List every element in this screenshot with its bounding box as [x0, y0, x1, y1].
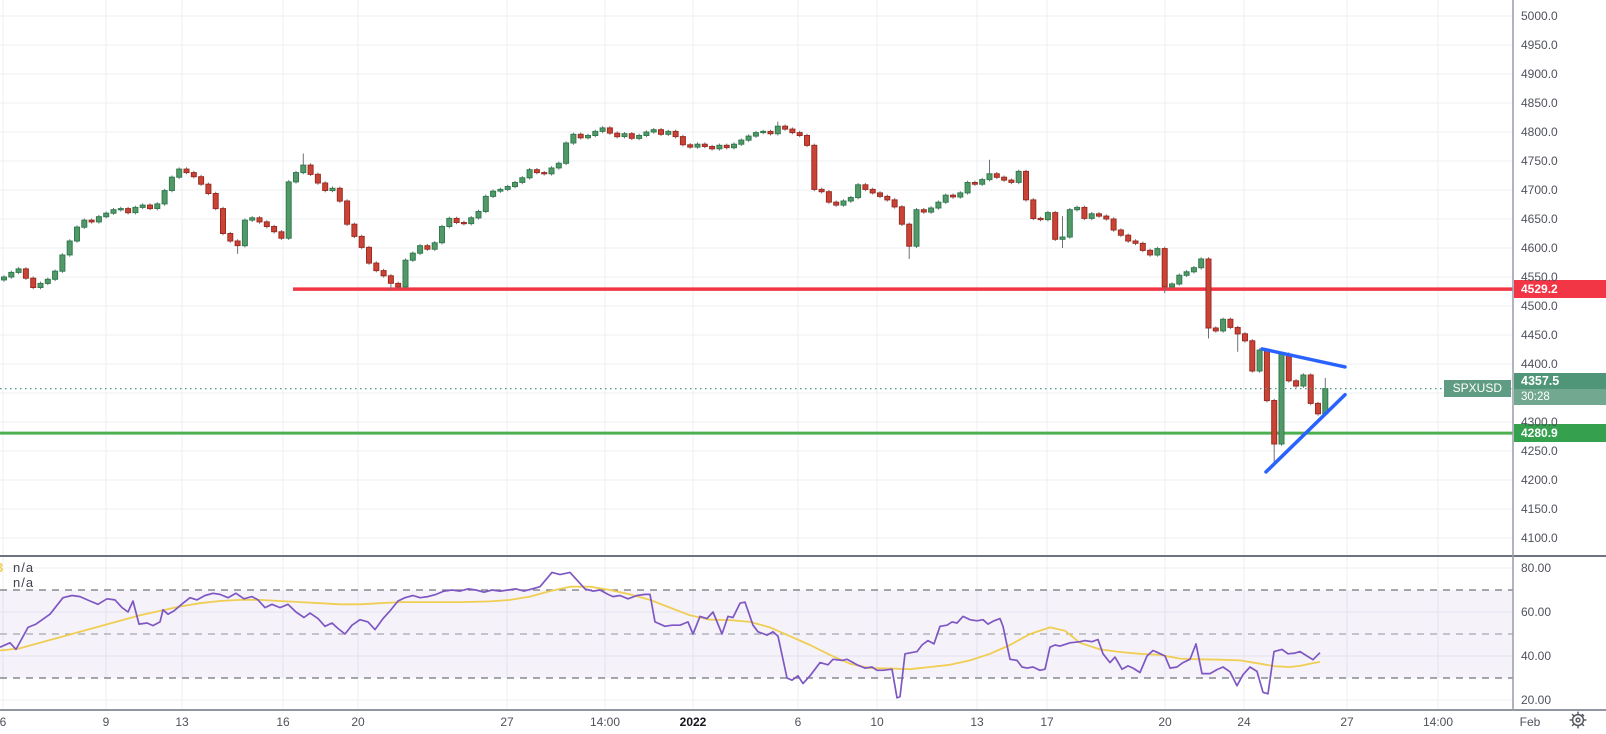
rsi-tick-label: 80.00	[1521, 561, 1552, 575]
axis-settings-button[interactable]	[1565, 709, 1591, 731]
price-tick-label: 4800.0	[1521, 125, 1558, 139]
rsi-legend-clipped-value: 3	[0, 560, 6, 575]
price-tick-label: 4750.0	[1521, 154, 1558, 168]
price-tick-label: 4500.0	[1521, 299, 1558, 313]
candlestick-series	[1, 121, 1329, 464]
price-tick-label: 4900.0	[1521, 67, 1558, 81]
price-tick-label: 4850.0	[1521, 96, 1558, 110]
price-tick-label: 4950.0	[1521, 38, 1558, 52]
time-tick-label: 13	[970, 715, 984, 729]
time-tick-label: Feb	[1519, 715, 1541, 729]
time-tick-label: 10	[870, 715, 884, 729]
time-tick-label: 27	[500, 715, 514, 729]
time-tick-label: 6	[794, 715, 802, 729]
time-tick-label: 14:00	[589, 715, 621, 729]
time-tick-label: 20	[1158, 715, 1172, 729]
time-axis[interactable]: 6 9 13 16 20 27 14:00 2022 6 10 13 17 20 24 27 14:00 Feb	[0, 711, 1606, 734]
time-tick-label: 2022	[679, 715, 707, 729]
symbol-price-flag: SPXUSD	[1443, 380, 1511, 398]
time-tick-label: 14:00	[1422, 715, 1454, 729]
time-tick-label: 6	[0, 715, 7, 729]
time-tick-label: 9	[102, 715, 110, 729]
price-tick-label: 4100.0	[1521, 531, 1558, 545]
trendline[interactable]	[1264, 392, 1347, 474]
price-tick-label: 4450.0	[1521, 328, 1558, 342]
price-tick-label: 4600.0	[1521, 241, 1558, 255]
price-tick-label: 4250.0	[1521, 444, 1558, 458]
time-tick-label: 13	[175, 715, 189, 729]
time-tick-label: 16	[276, 715, 290, 729]
current-price-badge: 4357.5 30:28	[1514, 372, 1606, 405]
rsi-tick-label: 20.00	[1521, 693, 1552, 707]
price-tick-label: 4200.0	[1521, 473, 1558, 487]
price-tick-label: 4550.0	[1521, 270, 1558, 284]
support-level-badge: 4280.9	[1514, 424, 1606, 443]
time-tick-label: 17	[1040, 715, 1054, 729]
price-tick-label: 5000.0	[1521, 9, 1558, 23]
rsi-line	[0, 571, 1321, 699]
time-tick-label: 24	[1237, 715, 1251, 729]
price-tick-label: 4650.0	[1521, 212, 1558, 226]
price-tick-label: 4150.0	[1521, 502, 1558, 516]
current-price-value: 4357.5	[1514, 372, 1606, 389]
resistance-level-badge: 4529.2	[1514, 280, 1606, 299]
time-tick-label: 20	[351, 715, 365, 729]
gear-icon	[1569, 711, 1587, 729]
price-tick-label: 4700.0	[1521, 183, 1558, 197]
bar-countdown: 30:28	[1514, 388, 1606, 405]
time-tick-label: 27	[1340, 715, 1354, 729]
rsi-tick-label: 60.00	[1521, 605, 1552, 619]
price-tick-label: 4300.0	[1521, 415, 1558, 429]
rsi-legend-values: n/a n/a	[13, 560, 35, 590]
trendline[interactable]	[1260, 347, 1347, 369]
price-tick-label: 4400.0	[1521, 357, 1558, 371]
rsi-tick-label: 40.00	[1521, 649, 1552, 663]
